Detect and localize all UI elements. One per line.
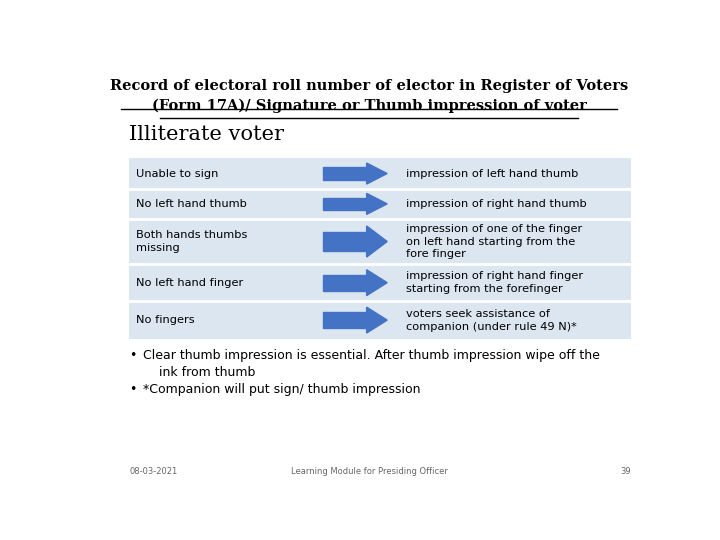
Polygon shape: [366, 269, 387, 295]
FancyBboxPatch shape: [400, 158, 631, 188]
Text: impression of one of the finger
on left hand starting from the
fore finger: impression of one of the finger on left …: [406, 224, 582, 259]
Text: No fingers: No fingers: [136, 315, 194, 325]
Text: voters seek assistance of
companion (under rule 49 N)*: voters seek assistance of companion (und…: [406, 309, 577, 332]
Text: Record of electoral roll number of elector in Register of Voters
(Form 17A)/ Sig: Record of electoral roll number of elect…: [110, 79, 628, 113]
Text: •: •: [129, 349, 136, 362]
FancyBboxPatch shape: [400, 301, 631, 339]
FancyBboxPatch shape: [310, 301, 400, 339]
Text: Illiterate voter: Illiterate voter: [129, 125, 284, 144]
FancyBboxPatch shape: [400, 188, 631, 219]
FancyBboxPatch shape: [310, 188, 400, 219]
Polygon shape: [323, 312, 366, 328]
Text: impression of right hand thumb: impression of right hand thumb: [406, 199, 587, 209]
Text: No left hand thumb: No left hand thumb: [136, 199, 247, 209]
Polygon shape: [323, 275, 366, 291]
Polygon shape: [323, 167, 366, 180]
Polygon shape: [323, 198, 366, 210]
FancyBboxPatch shape: [400, 264, 631, 301]
Text: Unable to sign: Unable to sign: [136, 168, 218, 179]
Text: No left hand finger: No left hand finger: [136, 278, 243, 288]
Text: Both hands thumbs
missing: Both hands thumbs missing: [136, 230, 247, 253]
Polygon shape: [366, 307, 387, 333]
Text: 08-03-2021: 08-03-2021: [129, 467, 177, 476]
Text: •: •: [129, 383, 136, 396]
Polygon shape: [366, 193, 387, 214]
FancyBboxPatch shape: [129, 264, 310, 301]
Text: Clear thumb impression is essential. After thumb impression wipe off the
    ink: Clear thumb impression is essential. Aft…: [143, 349, 600, 379]
FancyBboxPatch shape: [129, 158, 310, 188]
FancyBboxPatch shape: [129, 301, 310, 339]
Text: 39: 39: [621, 467, 631, 476]
Text: Learning Module for Presiding Officer: Learning Module for Presiding Officer: [291, 467, 447, 476]
Text: impression of left hand thumb: impression of left hand thumb: [406, 168, 579, 179]
FancyBboxPatch shape: [310, 264, 400, 301]
Polygon shape: [323, 232, 366, 251]
Text: *Companion will put sign/ thumb impression: *Companion will put sign/ thumb impressi…: [143, 383, 420, 396]
Text: impression of right hand finger
starting from the forefinger: impression of right hand finger starting…: [406, 271, 583, 294]
FancyBboxPatch shape: [129, 188, 310, 219]
Polygon shape: [366, 226, 387, 257]
FancyBboxPatch shape: [400, 219, 631, 264]
FancyBboxPatch shape: [310, 158, 400, 188]
Polygon shape: [366, 163, 387, 184]
FancyBboxPatch shape: [310, 219, 400, 264]
FancyBboxPatch shape: [129, 219, 310, 264]
